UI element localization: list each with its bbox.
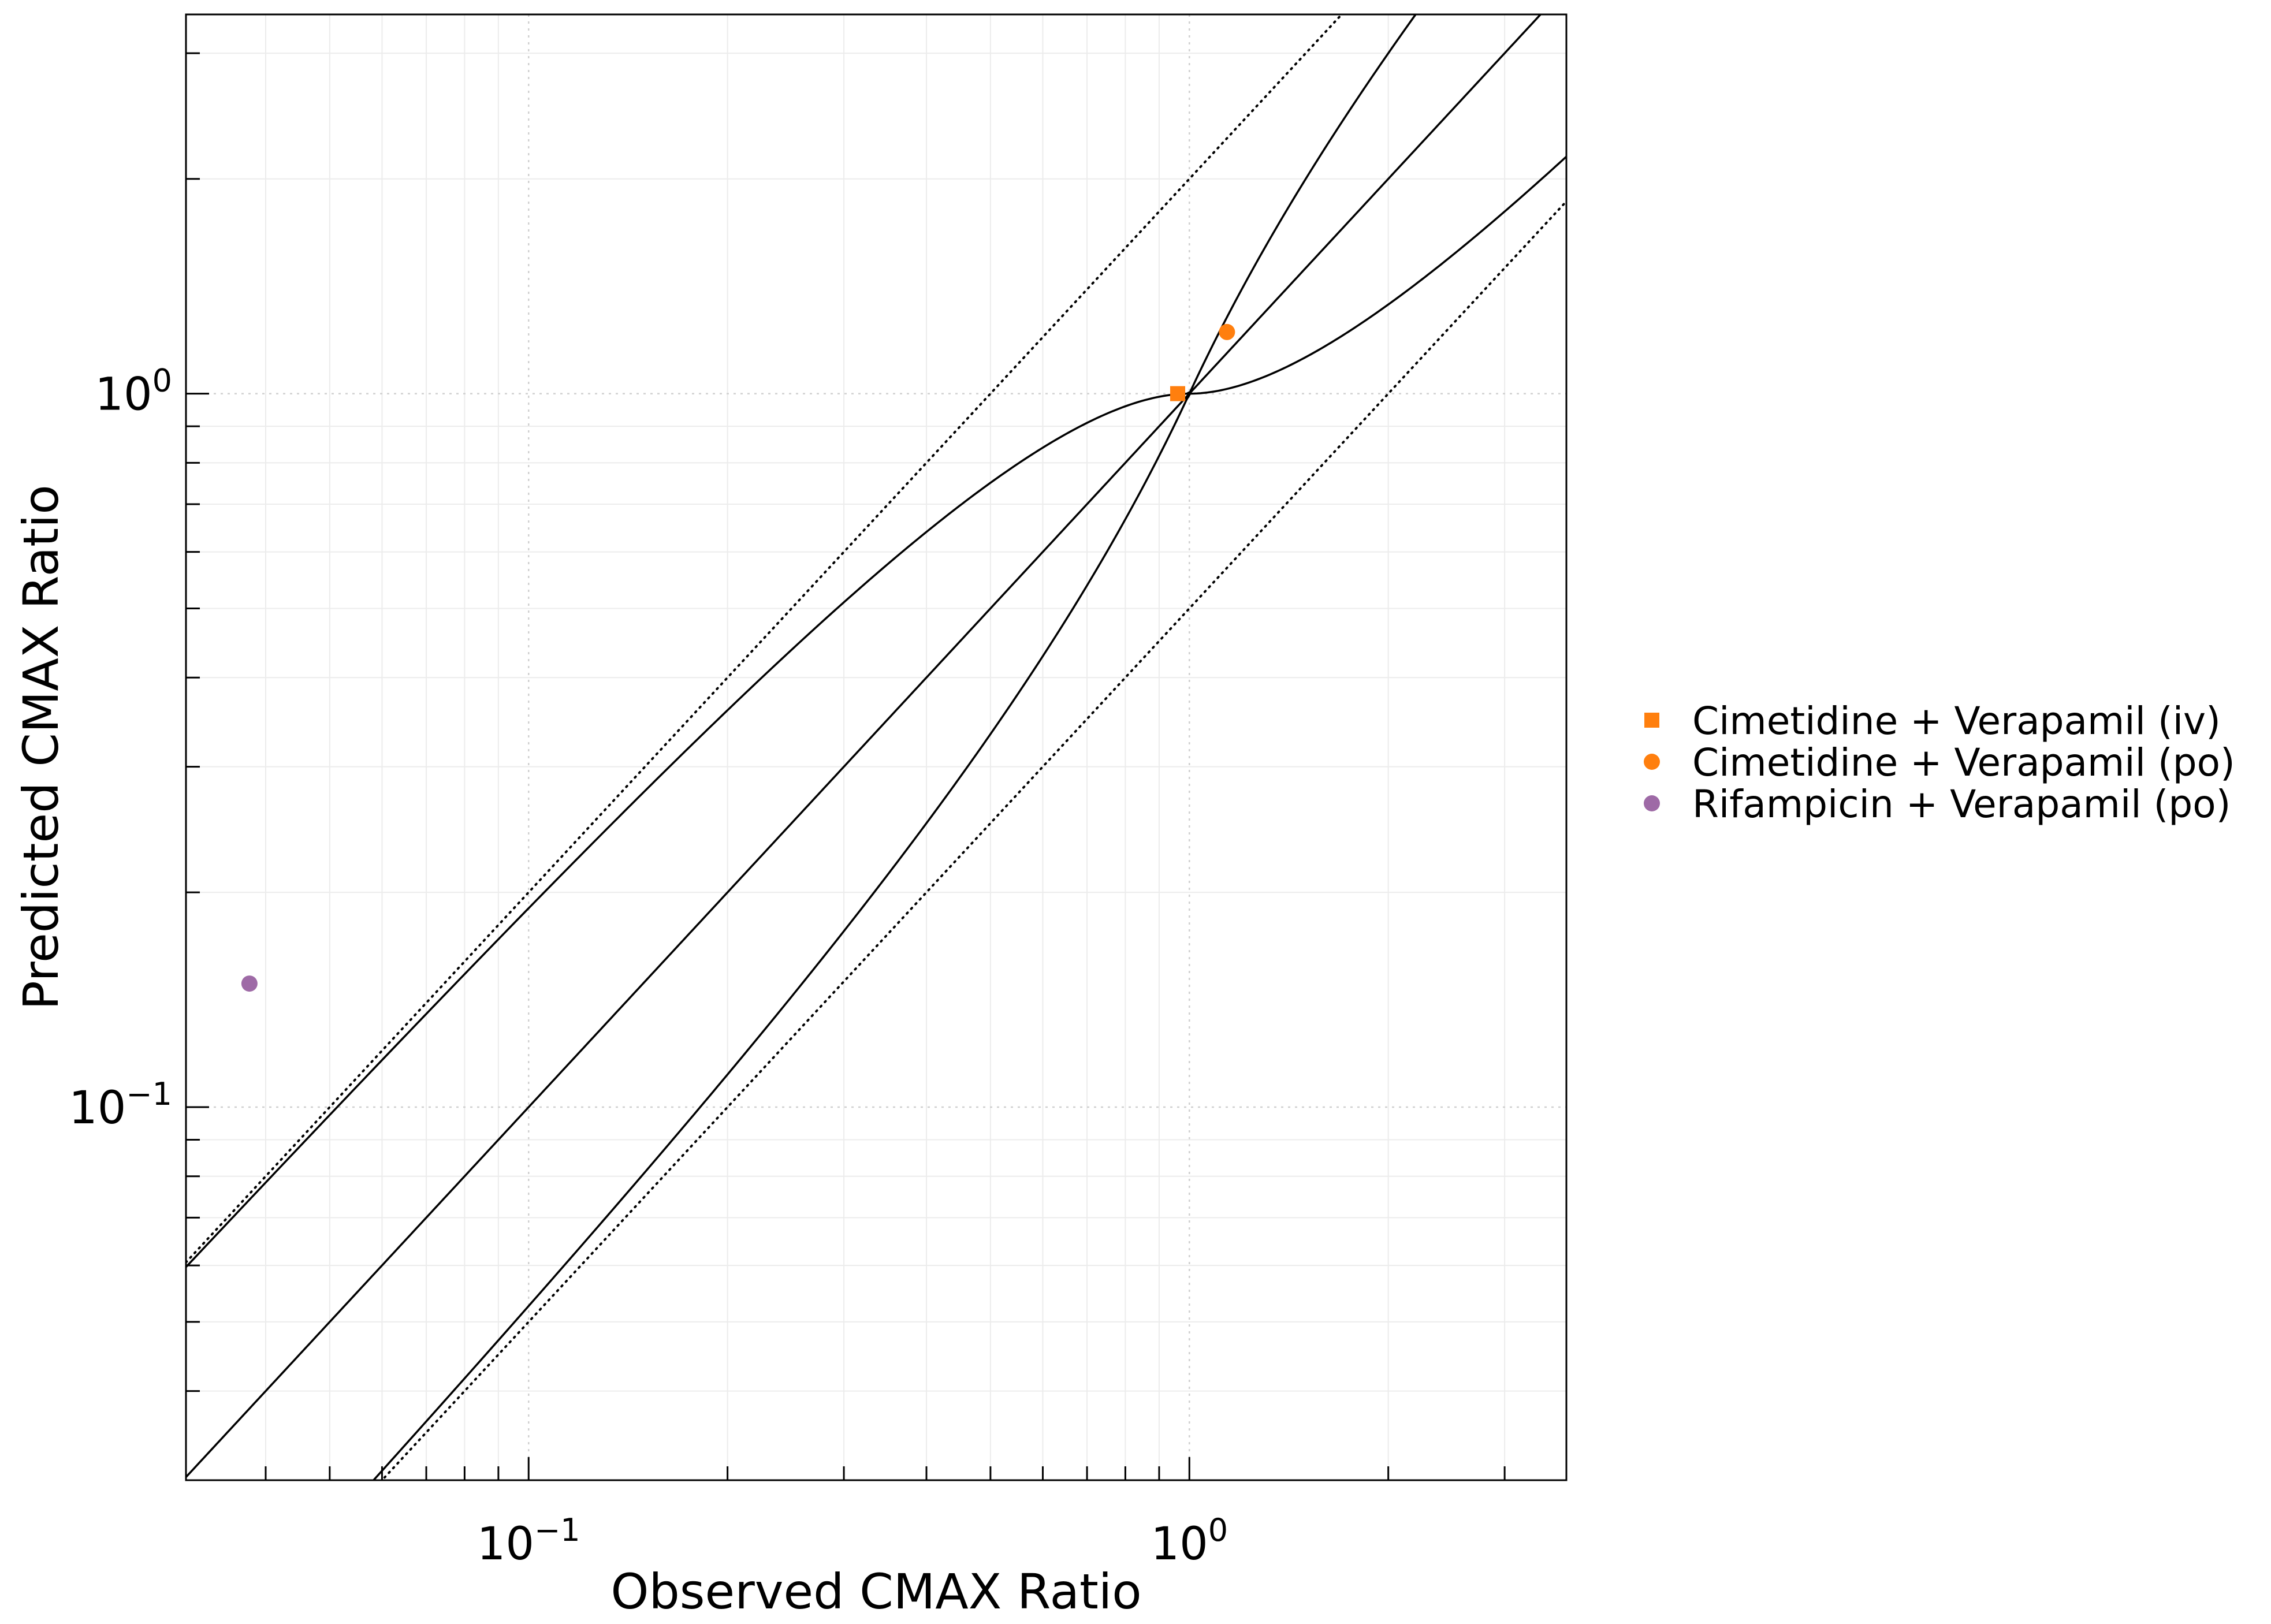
legend-marker (1644, 713, 1659, 728)
y-axis-title: Predicted CMAX Ratio (13, 485, 69, 1010)
y-tick-label: 10−1 (69, 1076, 172, 1134)
y-tick-label: 100 (95, 363, 172, 421)
legend-marker (1644, 754, 1660, 770)
twofold-upper (186, 14, 1343, 1264)
twofold-lower (380, 200, 1566, 1480)
plot-frame (185, 13, 1568, 1481)
reference-lines (186, 14, 1566, 1480)
legend-label: Cimetidine + Verapamil (po) (1692, 740, 2235, 785)
plot-area (186, 14, 1566, 1480)
guest-limit-upper (186, 14, 1417, 1268)
legend: Cimetidine + Verapamil (iv)Cimetidine + … (1644, 699, 2235, 826)
legend-marker (1644, 795, 1660, 811)
x-axis-title: Observed CMAX Ratio (610, 1563, 1141, 1620)
data-point-2 (241, 975, 258, 992)
grid (186, 14, 1566, 1481)
data-point-0 (1170, 386, 1185, 401)
guest-limit-lower (372, 155, 1566, 1480)
x-tick-label: 10−1 (477, 1512, 580, 1570)
data-points (241, 323, 1235, 992)
line-of-identity (186, 14, 1542, 1478)
x-tick-label: 100 (1151, 1512, 1228, 1570)
legend-label: Rifampicin + Verapamil (po) (1692, 782, 2231, 826)
legend-label: Cimetidine + Verapamil (iv) (1692, 699, 2221, 743)
axis-ticks (186, 52, 1506, 1481)
data-point-1 (1219, 323, 1235, 340)
tick-labels: 10−1 100 10−1 100 (69, 363, 1228, 1570)
